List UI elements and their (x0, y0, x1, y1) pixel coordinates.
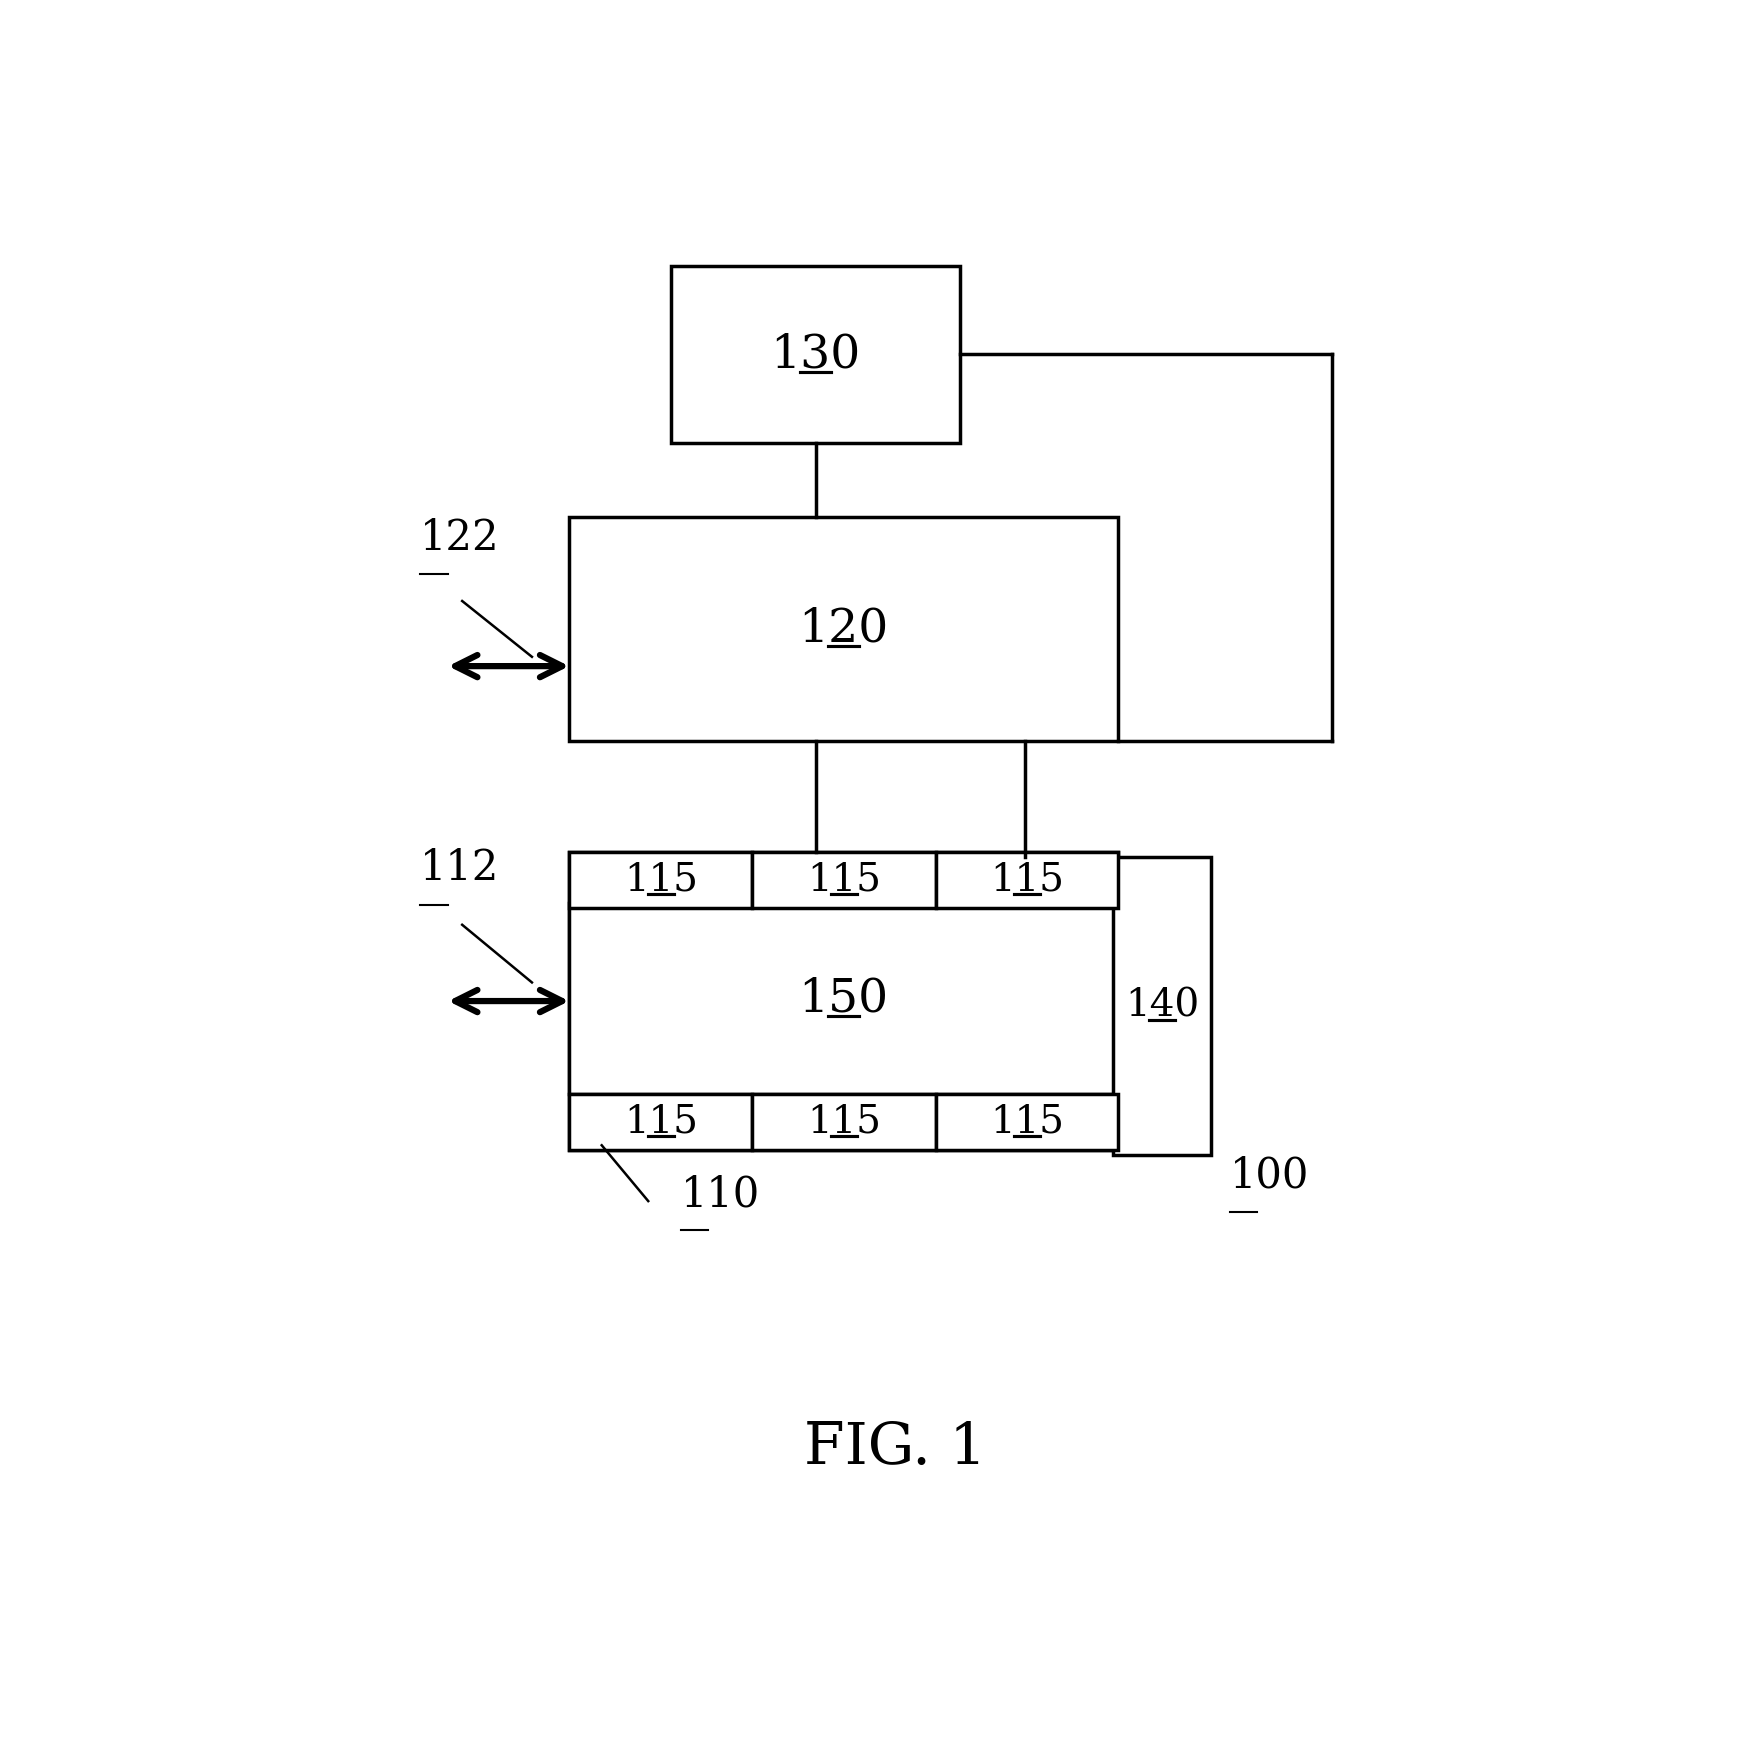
Text: 115: 115 (623, 1104, 698, 1141)
Text: 120: 120 (799, 606, 888, 652)
Bar (935, 851, 1118, 908)
Bar (569, 1093, 753, 1149)
Bar (1113, 857, 1211, 1155)
Text: FIG. 1: FIG. 1 (804, 1419, 986, 1475)
Bar (569, 851, 1118, 1149)
Bar (569, 517, 1118, 741)
Text: 115: 115 (623, 862, 698, 899)
Bar (672, 266, 960, 443)
Text: 115: 115 (990, 1104, 1064, 1141)
Bar (569, 904, 1118, 1093)
Text: 100: 100 (1230, 1155, 1309, 1197)
Text: 115: 115 (807, 862, 881, 899)
Bar (935, 1093, 1118, 1149)
Bar (753, 851, 935, 908)
Text: 122: 122 (419, 517, 500, 559)
Text: 115: 115 (990, 862, 1064, 899)
Text: 110: 110 (681, 1174, 760, 1216)
Text: 130: 130 (770, 331, 862, 377)
Text: 112: 112 (419, 848, 500, 890)
Text: 115: 115 (807, 1104, 881, 1141)
Bar (753, 1093, 935, 1149)
FancyArrowPatch shape (455, 990, 562, 1013)
Text: 140: 140 (1125, 986, 1199, 1025)
Bar (569, 851, 753, 908)
Text: 150: 150 (799, 976, 888, 1021)
FancyArrowPatch shape (455, 655, 562, 678)
